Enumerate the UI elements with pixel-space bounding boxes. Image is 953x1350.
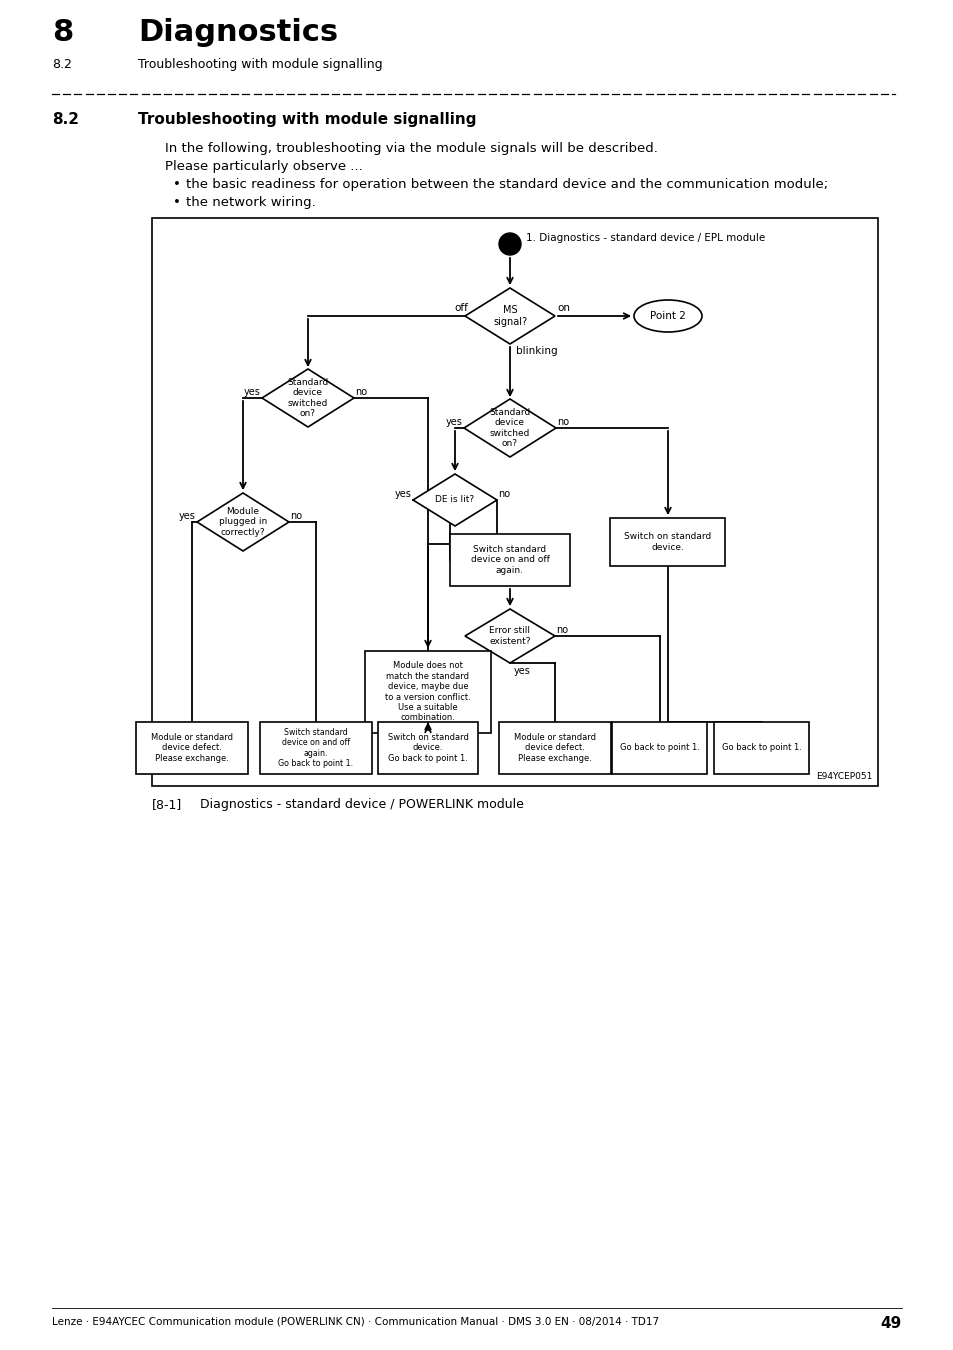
Text: •: • <box>172 178 181 190</box>
Text: on: on <box>557 302 569 313</box>
Text: Go back to point 1.: Go back to point 1. <box>619 744 700 752</box>
Text: Switch standard
device on and off
again.: Switch standard device on and off again. <box>470 545 549 575</box>
Text: Diagnostics: Diagnostics <box>138 18 337 47</box>
Circle shape <box>498 234 520 255</box>
Text: the basic readiness for operation between the standard device and the communicat: the basic readiness for operation betwee… <box>186 178 827 190</box>
Text: Switch standard
device on and off
again.
Go back to point 1.: Switch standard device on and off again.… <box>278 728 354 768</box>
Text: Diagnostics - standard device / POWERLINK module: Diagnostics - standard device / POWERLIN… <box>200 798 523 811</box>
Text: Switch on standard
device.: Switch on standard device. <box>623 532 711 552</box>
Text: In the following, troubleshooting via the module signals will be described.: In the following, troubleshooting via th… <box>165 142 658 155</box>
Text: no: no <box>355 387 367 397</box>
Polygon shape <box>196 493 289 551</box>
Bar <box>714 722 809 774</box>
Text: off: off <box>454 302 468 313</box>
Text: E94YCEP051: E94YCEP051 <box>816 772 872 782</box>
Text: Lenze · E94AYCEC Communication module (POWERLINK CN) · Communication Manual · DM: Lenze · E94AYCEC Communication module (P… <box>52 1316 659 1326</box>
Text: Standard
device
switched
on?: Standard device switched on? <box>287 378 328 418</box>
Text: Go back to point 1.: Go back to point 1. <box>721 744 801 752</box>
Polygon shape <box>464 609 555 663</box>
Text: yes: yes <box>179 512 195 521</box>
Text: no: no <box>290 512 302 521</box>
Text: 8.2: 8.2 <box>52 58 71 72</box>
Text: MS
signal?: MS signal? <box>493 305 526 327</box>
Bar <box>612 722 707 774</box>
Bar <box>152 217 877 786</box>
Text: Point 2: Point 2 <box>649 310 685 321</box>
Bar <box>610 518 724 566</box>
Text: DE is lit?: DE is lit? <box>435 495 474 505</box>
Text: no: no <box>497 489 510 500</box>
Polygon shape <box>413 474 497 526</box>
Text: yes: yes <box>244 387 261 397</box>
Text: Please particularly observe ...: Please particularly observe ... <box>165 161 362 173</box>
Text: Troubleshooting with module signalling: Troubleshooting with module signalling <box>138 58 382 72</box>
Text: yes: yes <box>395 489 412 500</box>
Ellipse shape <box>634 300 701 332</box>
Text: Module does not
match the standard
device, maybe due
to a version conflict.
Use : Module does not match the standard devic… <box>385 662 471 722</box>
Text: •: • <box>172 196 181 209</box>
Text: no: no <box>556 625 568 634</box>
Text: Switch on standard
device.
Go back to point 1.: Switch on standard device. Go back to po… <box>387 733 468 763</box>
Text: yes: yes <box>514 666 530 676</box>
Text: 49: 49 <box>880 1316 901 1331</box>
Bar <box>498 722 610 774</box>
Bar <box>136 722 248 774</box>
Text: no: no <box>557 417 569 427</box>
Text: 1. Diagnostics - standard device / EPL module: 1. Diagnostics - standard device / EPL m… <box>525 234 764 243</box>
Text: Module
plugged in
correctly?: Module plugged in correctly? <box>218 508 267 537</box>
Polygon shape <box>463 400 556 458</box>
Polygon shape <box>464 288 555 344</box>
Text: 8.2: 8.2 <box>52 112 79 127</box>
Text: [8-1]: [8-1] <box>152 798 182 811</box>
Bar <box>260 722 372 774</box>
Text: Module or standard
device defect.
Please exchange.: Module or standard device defect. Please… <box>151 733 233 763</box>
Text: Module or standard
device defect.
Please exchange.: Module or standard device defect. Please… <box>514 733 596 763</box>
Text: yes: yes <box>446 417 462 427</box>
Text: Troubleshooting with module signalling: Troubleshooting with module signalling <box>138 112 476 127</box>
Text: blinking: blinking <box>516 346 558 356</box>
Bar <box>450 535 569 586</box>
Text: Error still
existent?: Error still existent? <box>489 626 530 645</box>
Text: 8: 8 <box>52 18 73 47</box>
Text: Standard
device
switched
on?: Standard device switched on? <box>489 408 530 448</box>
Bar <box>377 722 477 774</box>
Polygon shape <box>262 369 354 427</box>
Text: the network wiring.: the network wiring. <box>186 196 315 209</box>
Bar <box>365 651 491 733</box>
